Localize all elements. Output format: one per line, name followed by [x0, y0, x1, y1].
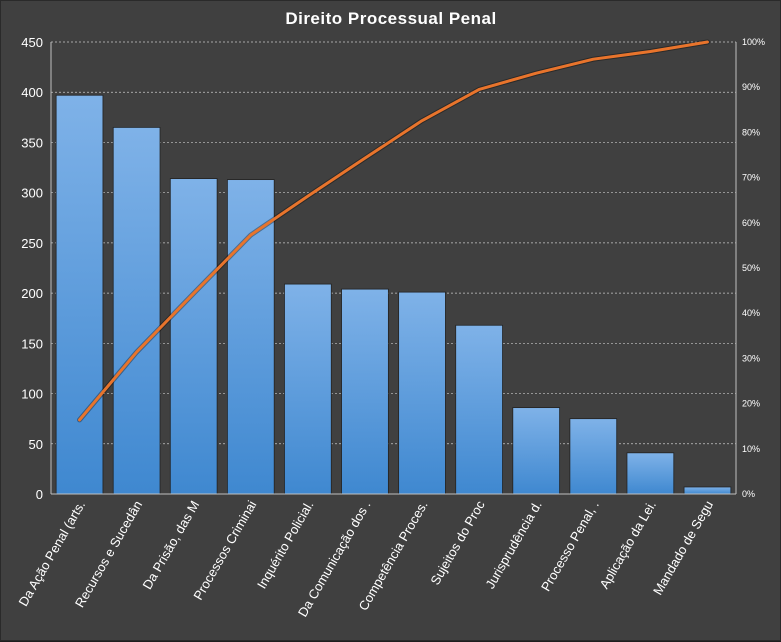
y2-tick-label: 80%	[742, 127, 760, 137]
y-tick-label: 250	[21, 236, 43, 251]
y-tick-label: 300	[21, 186, 43, 201]
category-label: Recursos e Sucedân	[72, 498, 145, 610]
bar	[398, 291, 446, 495]
cumulative-line	[78, 40, 709, 422]
chart-title: Direito Processual Penal	[285, 9, 496, 28]
bar	[284, 283, 332, 495]
category-label: Processos Criminai	[190, 498, 259, 603]
y-tick-label: 450	[21, 35, 43, 50]
line-layer	[77, 39, 710, 423]
category-axis: Da Ação Penal (arts.Recursos e SucedânDa…	[16, 498, 717, 620]
category-label: Aplicação da Lei.	[596, 498, 658, 591]
y2-tick-label: 70%	[742, 173, 760, 183]
y2-tick-label: 30%	[742, 353, 760, 363]
category-label: Sujeitos do Proc	[427, 498, 488, 588]
y-tick-label: 100	[21, 387, 43, 402]
bar	[626, 452, 675, 495]
bar	[512, 407, 561, 495]
category-label: Mandado de Segu	[650, 498, 716, 598]
bar	[226, 179, 275, 495]
y-tick-label: 50	[29, 437, 43, 452]
category-label: Jurisprudência d.	[482, 498, 544, 591]
y2-tick-label: 20%	[742, 399, 760, 409]
bar	[569, 418, 618, 495]
right-axis: 0% 10% 20% 30% 40% 50% 60% 70% 80% 90% 100%	[735, 37, 765, 499]
y2-tick-label: 100%	[742, 37, 765, 47]
category-label: Processo Penal, .	[538, 498, 602, 594]
y2-tick-label: 40%	[742, 308, 760, 318]
y-tick-label: 350	[21, 135, 43, 150]
bar	[683, 486, 732, 495]
left-axis: 0 50 100 150 200 250 300 350 400 450	[21, 35, 736, 502]
y2-tick-label: 50%	[742, 263, 760, 273]
bar-layer	[55, 94, 732, 495]
bar	[55, 94, 104, 495]
y-tick-label: 200	[21, 286, 43, 301]
category-label: Inquérito Policial.	[254, 498, 316, 591]
y2-tick-label: 90%	[742, 82, 760, 92]
y2-tick-label: 10%	[742, 444, 760, 454]
bar	[169, 178, 218, 495]
category-label: Da Prisão, das M	[139, 498, 202, 592]
y2-tick-label: 60%	[742, 218, 760, 228]
y-tick-label: 150	[21, 336, 43, 351]
y-tick-label: 400	[21, 85, 43, 100]
y2-tick-label: 0%	[742, 489, 755, 499]
bar	[455, 324, 503, 495]
y-tick-label: 0	[36, 487, 43, 502]
bar	[341, 288, 389, 495]
bar	[112, 126, 161, 495]
